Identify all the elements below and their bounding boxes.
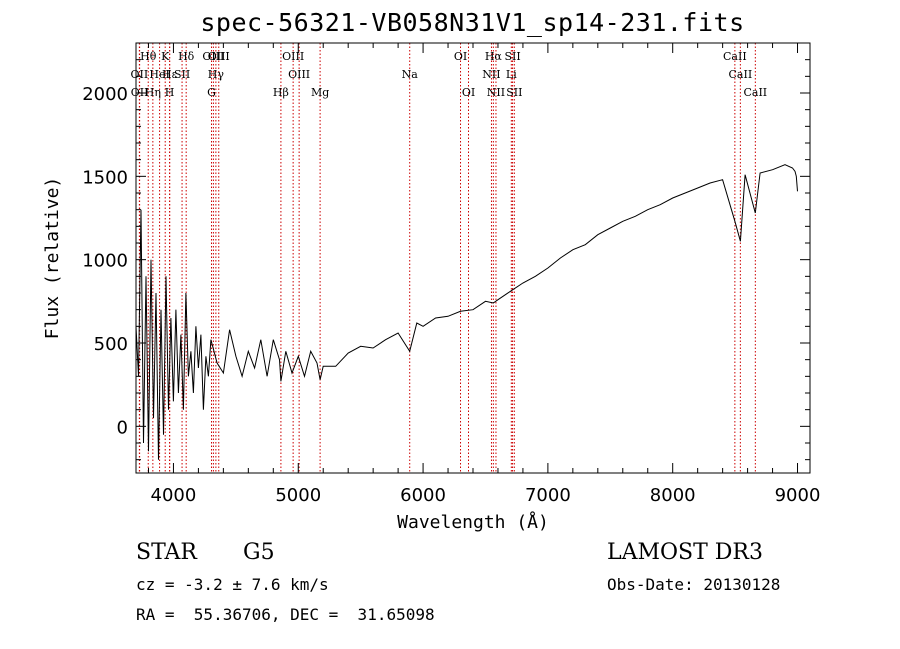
line-marker-label: OI bbox=[454, 50, 467, 63]
line-marker-label: G bbox=[207, 86, 216, 99]
line-marker-label: OIII bbox=[202, 50, 224, 63]
plot-frame bbox=[135, 42, 811, 474]
line-marker-label: CaII bbox=[729, 68, 753, 81]
y-tick-label: 1500 bbox=[82, 167, 128, 188]
y-tick-label: 2000 bbox=[82, 84, 128, 105]
survey-name: LAMOST DR3 bbox=[607, 540, 763, 565]
line-marker-label: SII bbox=[504, 50, 520, 63]
line-marker-label: Mg bbox=[311, 86, 329, 99]
y-axis-label: Flux (relative) bbox=[42, 177, 63, 340]
line-marker-label: H bbox=[165, 86, 175, 99]
line-marker-label: Hη bbox=[145, 86, 161, 99]
y-tick-label: 500 bbox=[94, 334, 128, 355]
obs-date: Obs-Date: 20130128 bbox=[607, 575, 781, 594]
x-tick-label: 9000 bbox=[775, 485, 821, 506]
line-marker-label: Hγ bbox=[208, 68, 225, 81]
line-marker-label: OIII bbox=[208, 50, 230, 63]
line-marker-label: Na bbox=[402, 68, 419, 81]
line-marker-label: Hα bbox=[485, 50, 503, 63]
chart-title: spec-56321-VB058N31V1_sp14-231.fits bbox=[200, 8, 745, 37]
y-tick-label: 0 bbox=[117, 417, 128, 438]
line-marker-label: Hε bbox=[162, 68, 178, 81]
line-marker-label: SII bbox=[174, 68, 190, 81]
x-axis-label: Wavelength (Å) bbox=[397, 511, 549, 533]
line-marker-label: CaII bbox=[743, 86, 767, 99]
redshift-readout: cz = -3.2 ± 7.6 km/s bbox=[136, 575, 329, 594]
line-marker-label: OII bbox=[131, 68, 149, 81]
line-marker-label: Hδ bbox=[178, 50, 195, 63]
x-tick-label: 6000 bbox=[400, 485, 446, 506]
line-marker-label: OI bbox=[462, 86, 475, 99]
line-marker-label: OIII bbox=[282, 50, 304, 63]
line-marker-label: OIII bbox=[288, 68, 310, 81]
x-tick-label: 8000 bbox=[650, 485, 696, 506]
x-tick-label: 5000 bbox=[275, 485, 321, 506]
line-marker-label: NII bbox=[482, 68, 500, 81]
line-marker-label: SII bbox=[506, 86, 522, 99]
line-marker-label: Hβ bbox=[273, 86, 289, 99]
object-class: STAR bbox=[136, 540, 197, 565]
series-line bbox=[135, 164, 798, 460]
line-marker-label: HeI bbox=[149, 68, 169, 81]
object-subclass: G5 bbox=[243, 540, 275, 565]
x-tick-label: 7000 bbox=[525, 485, 571, 506]
line-marker-label: OII bbox=[131, 86, 149, 99]
line-marker-label: NII bbox=[487, 86, 505, 99]
y-tick-label: 1000 bbox=[82, 251, 128, 272]
line-marker-label: K bbox=[161, 50, 170, 63]
line-marker-label: CaII bbox=[723, 50, 747, 63]
coordinates: RA = 55.36706, DEC = 31.65098 bbox=[136, 605, 435, 624]
line-marker-label: Li bbox=[506, 68, 517, 81]
line-marker-label: Hθ bbox=[140, 50, 157, 63]
x-tick-label: 4000 bbox=[151, 485, 197, 506]
